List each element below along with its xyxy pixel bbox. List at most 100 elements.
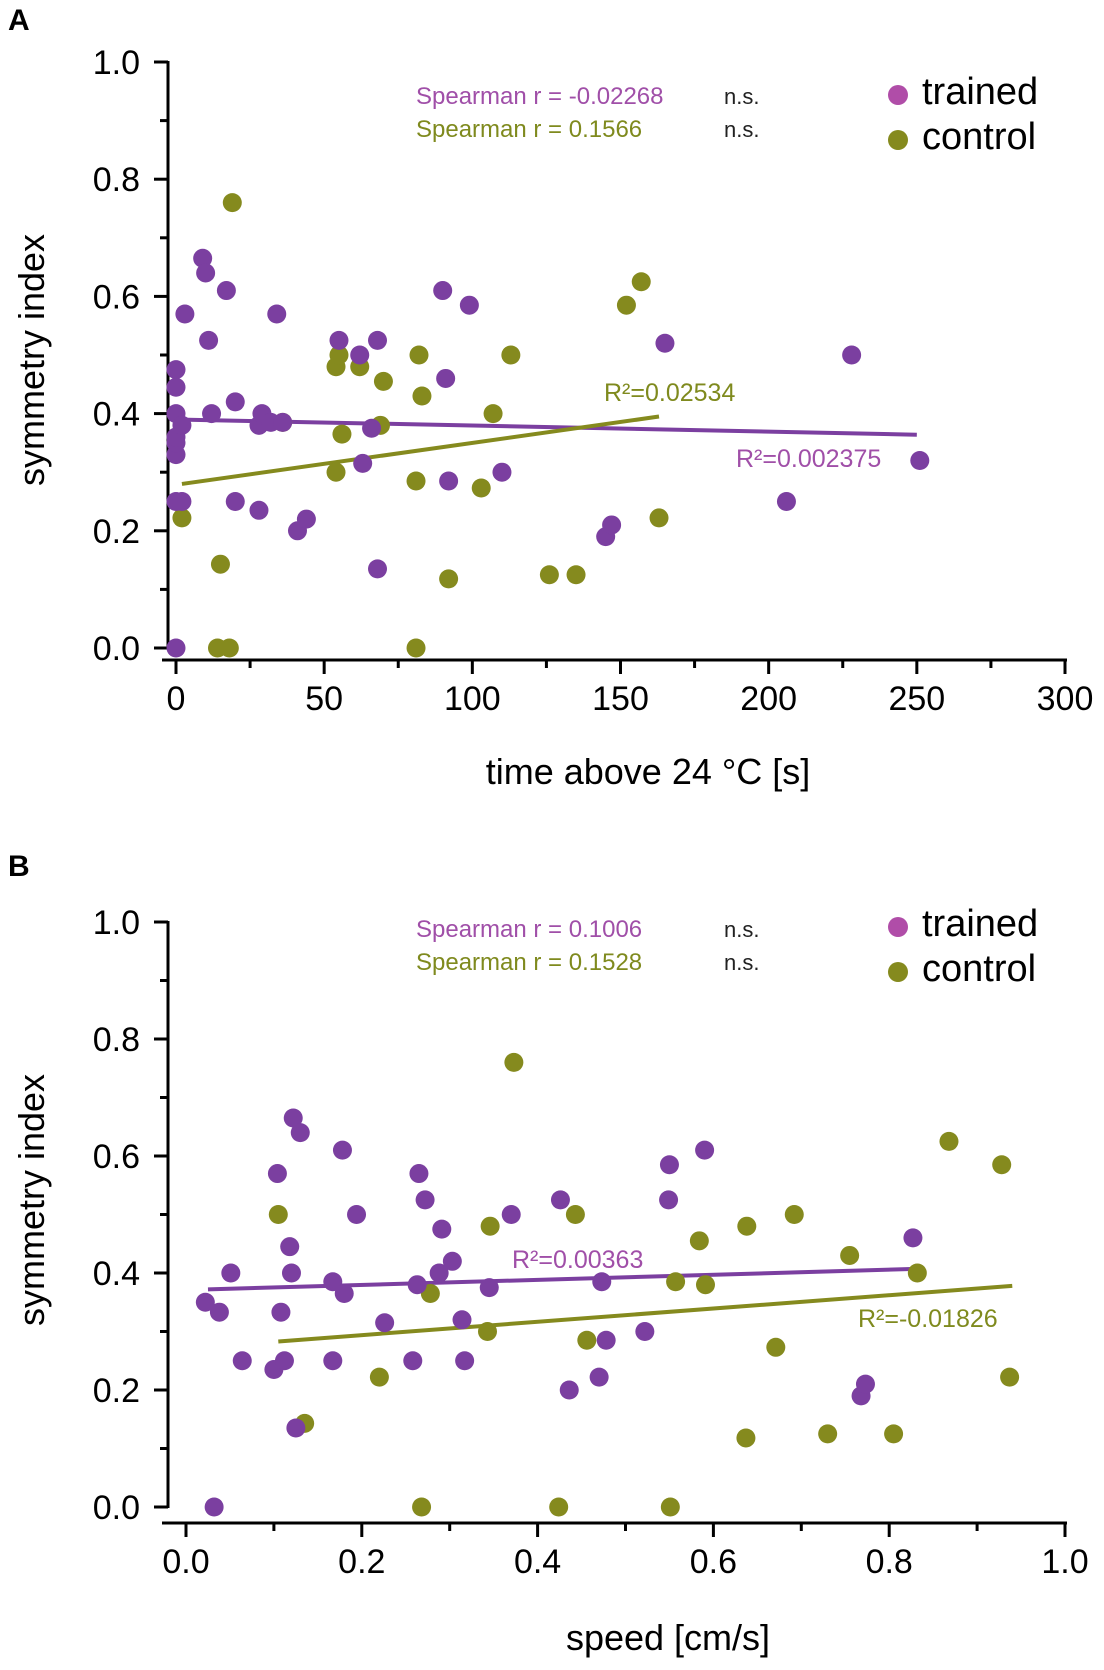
panel-a-point-control xyxy=(649,508,669,528)
panel-b-legend-trained-label: trained xyxy=(922,903,1038,945)
panel-a-point-trained xyxy=(655,333,675,353)
panel-b-stat-trained: Spearman r = 0.1006 xyxy=(416,916,642,943)
panel-b-point-control xyxy=(737,1216,757,1236)
panel-b-point-trained xyxy=(232,1351,252,1371)
panel-b-point-control xyxy=(369,1367,389,1387)
panel-b-point-trained xyxy=(209,1302,229,1322)
panel-b-point-trained xyxy=(323,1272,343,1292)
panel-a-point-control xyxy=(210,554,230,574)
panel-a-point-control xyxy=(501,345,521,365)
panel-a-x-tick-label: 300 xyxy=(1037,680,1094,718)
panel-a-point-control xyxy=(219,638,239,658)
panel-a-axes: 0.0 0.2 0.4 0.6 0.8 1.0 0 50 100 150 200 250 300 xyxy=(93,44,1094,718)
panel-b-y-tick-label: 0.2 xyxy=(93,1372,140,1410)
panel-a: A 0.0 0.2 0.4 0.6 0.8 1.0 0 50 100 150 200 250 300 t… xyxy=(8,4,1093,792)
panel-b-x-tick-label: 0.4 xyxy=(514,1543,561,1581)
panel-b-point-trained xyxy=(550,1190,570,1210)
panel-a-point-trained xyxy=(368,330,388,350)
panel-b-x-tick-label: 0.0 xyxy=(162,1543,209,1581)
panel-a-x-tick-label: 100 xyxy=(444,680,501,718)
panel-b-point-trained xyxy=(479,1278,499,1298)
panel-b-legend: trained control xyxy=(888,903,1038,990)
panel-b-point-trained xyxy=(281,1263,301,1283)
panel-b-point-trained xyxy=(659,1155,679,1175)
panel-a-stat-trained: Spearman r = -0.02268 xyxy=(416,83,664,110)
panel-b-point-control xyxy=(666,1272,686,1292)
panel-a-y-tick-label: 0.2 xyxy=(93,513,140,551)
panel-b-point-trained xyxy=(274,1351,294,1371)
panel-b-point-control xyxy=(477,1322,497,1341)
panel-a-x-tick-label: 0 xyxy=(167,680,186,718)
panel-b-point-control xyxy=(1000,1367,1020,1387)
panel-b-point-control xyxy=(840,1245,860,1265)
panel-b-r2-control: R²=-0.01826 xyxy=(858,1305,998,1333)
panel-b-point-control xyxy=(884,1424,904,1444)
panel-a-y-tick-label: 0.0 xyxy=(93,630,140,668)
panel-a-label: A xyxy=(8,4,30,37)
panel-a-point-trained xyxy=(329,330,349,350)
panel-b-y-tick-label: 1.0 xyxy=(93,904,140,942)
panel-a-legend-trained-label: trained xyxy=(922,71,1038,113)
panel-b-x-tick-label: 0.8 xyxy=(866,1543,913,1581)
panel-b-stats: Spearman r = 0.1006 n.s. Spearman r = 0.… xyxy=(416,916,759,976)
panel-a-point-control xyxy=(326,462,346,482)
panel-a-point-trained xyxy=(910,450,930,470)
panel-a-point-control xyxy=(439,569,459,589)
panel-b-legend-control-marker xyxy=(888,962,908,982)
panel-b-point-control xyxy=(504,1052,524,1072)
panel-b-point-trained xyxy=(442,1251,462,1271)
panel-a-legend-control-marker xyxy=(888,130,908,150)
panel-b-point-control xyxy=(939,1131,959,1151)
panel-b-legend-trained-marker xyxy=(888,917,908,937)
panel-a-y-tick-label: 0.6 xyxy=(93,278,140,316)
panel-b-point-control xyxy=(268,1205,288,1224)
panel-a-y-tick-label: 0.4 xyxy=(93,396,140,434)
panel-b-point-trained xyxy=(855,1374,875,1394)
panel-b-point-trained xyxy=(659,1190,679,1210)
panel-b-point-trained xyxy=(267,1164,287,1184)
panel-a-point-trained xyxy=(196,263,216,283)
panel-b-y-tick-label: 0.6 xyxy=(93,1138,140,1176)
panel-b-sig-control: n.s. xyxy=(724,950,759,975)
panel-b-point-trained xyxy=(221,1263,241,1283)
panel-b-x-axis-label: speed [cm/s] xyxy=(566,1617,770,1658)
panel-b-point-trained xyxy=(347,1205,367,1224)
panel-a-legend: trained control xyxy=(888,71,1038,158)
panel-b-point-trained xyxy=(695,1140,715,1160)
panel-a-x-tick-label: 250 xyxy=(888,680,945,718)
panel-b-point-trained xyxy=(415,1190,435,1210)
panel-b-point-trained xyxy=(589,1367,609,1387)
panel-a-r2-trained: R²=0.002375 xyxy=(736,445,881,473)
panel-a-point-trained xyxy=(202,404,222,424)
panel-a-sig-control: n.s. xyxy=(724,117,759,142)
panel-b-point-trained xyxy=(409,1164,429,1184)
panel-b-point-control xyxy=(766,1337,786,1357)
panel-b-y-tick-label: 0.0 xyxy=(93,1489,140,1527)
panel-a-point-trained xyxy=(368,559,388,579)
panel-b-point-control xyxy=(565,1205,585,1224)
panel-a-point-control xyxy=(566,565,586,585)
panel-b-y-tick-label: 0.8 xyxy=(93,1021,140,1059)
panel-b-y-axis-label: symmetry index xyxy=(11,1074,52,1326)
panel-b-point-control xyxy=(992,1155,1012,1175)
panel-b-point-control xyxy=(549,1497,569,1517)
panel-a-point-trained xyxy=(225,492,245,511)
panel-a-point-trained xyxy=(433,281,453,301)
panel-a-point-trained xyxy=(273,412,293,432)
panel-a-x-axis-label: time above 24 °C [s] xyxy=(486,751,811,792)
panel-b-r2-trained: R²=0.00363 xyxy=(512,1246,643,1274)
panel-a-point-control xyxy=(539,565,559,585)
panel-b-point-trained xyxy=(195,1292,215,1312)
panel-a-point-trained xyxy=(602,515,622,535)
panel-a-y-tick-label: 0.8 xyxy=(93,161,140,199)
panel-a-point-trained xyxy=(350,345,370,365)
panel-a-x-tick-label: 150 xyxy=(592,680,649,718)
panel-a-point-trained xyxy=(175,304,195,324)
panel-a-fit-lines xyxy=(175,414,917,486)
panel-b-point-trained xyxy=(592,1272,612,1292)
panel-a-point-trained xyxy=(172,415,192,435)
panel-b-point-control xyxy=(577,1330,597,1350)
panel-a-point-control xyxy=(222,193,242,213)
panel-b-label: B xyxy=(8,850,30,883)
